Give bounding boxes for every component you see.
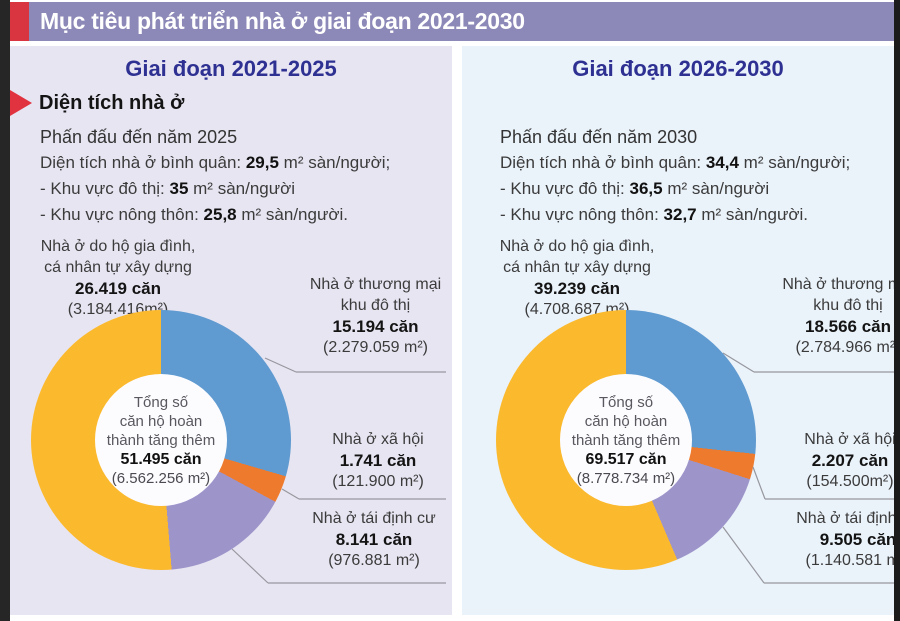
goal-line-post: m² sàn/người. [236,205,348,224]
goal-line-pre: - Khu vực nông thôn: [500,205,664,224]
goal-line-pre: - Khu vực đô thị: [40,179,170,198]
segment-area: (154.500m²) [806,473,894,490]
segment-units: 39.239 căn [533,279,620,298]
label-resettlement: Nhà ở tái định cư 9.505 căn (1.140.581 m… [762,508,894,571]
panel-2021-2025: Giai đoạn 2021-2025 Diện tích nhà ở Phấn… [10,46,452,615]
goal-line-post: m² sàn/người; [278,153,391,172]
label-social-housing: Nhà ở xã hội 1.741 căn (121.900 m²) [302,429,452,492]
label-commercial: Nhà ở thương mại khu đô thị 18.566 căn (… [762,274,894,358]
segment-label: Nhà ở do hộ gia đình, cá nhân tự xây dựn… [499,238,655,276]
goal-line-average: Diện tích nhà ở bình quân: 34,4 m² sàn/n… [500,150,850,176]
goal-line-rural: - Khu vực nông thôn: 25,8 m² sàn/người. [40,202,390,228]
segment-units: 2.207 căn [811,451,889,470]
goal-line-pre: - Khu vực nông thôn: [40,205,204,224]
goal-line-post: m² sàn/người; [738,153,851,172]
goal-line-value: 35 [169,179,189,198]
donut-chart-2026-2030: Tổng số căn hộ hoàn thành tăng thêm 69.5… [496,310,756,570]
segment-units: 26.419 căn [74,279,161,298]
label-family-built: Nhà ở do hộ gia đình, cá nhân tự xây dựn… [470,236,684,320]
label-commercial: Nhà ở thương mại khu đô thị 15.194 căn (… [293,274,452,358]
goal-line-value: 34,4 [705,153,739,172]
goal-line-value: 25,8 [203,205,237,224]
left-border-strip [0,0,10,621]
segment-area: (2.279.059 m²) [323,339,428,356]
segment-label: Nhà ở xã hội [804,431,894,448]
panel-2026-2030: Giai đoạn 2026-2030 Phấn đấu đến năm 203… [462,46,894,615]
goal-line-value: 36,5 [629,179,663,198]
goal-line-urban: - Khu vực đô thị: 35 m² sàn/người [40,176,390,202]
label-social-housing: Nhà ở xã hội 2.207 căn (154.500m²) [772,429,894,492]
donut-center-total: 51.495 căn [120,450,202,468]
goal-block: Phấn đấu đến năm 2025 Diện tích nhà ở bì… [40,124,390,228]
goal-line-value: 29,5 [245,153,279,172]
period-heading: Giai đoạn 2021-2025 [125,56,337,81]
goal-block: Phấn đấu đến năm 2030 Diện tích nhà ở bì… [500,124,850,228]
segment-units: 1.741 căn [339,451,417,470]
segment-label: Nhà ở do hộ gia đình, cá nhân tự xây dựn… [40,238,196,276]
goal-line-rural: - Khu vực nông thôn: 32,7 m² sàn/người. [500,202,850,228]
donut-center-title: Tổng số căn hộ hoàn thành tăng thêm [106,393,216,449]
period-heading: Giai đoạn 2026-2030 [572,56,784,81]
segment-units: 8.141 căn [335,530,413,549]
donut-center: Tổng số căn hộ hoàn thành tăng thêm 69.5… [560,374,692,506]
goal-line-urban: - Khu vực đô thị: 36,5 m² sàn/người [500,176,850,202]
goal-title: Phấn đấu đến năm 2030 [500,127,698,147]
donut-center-title: Tổng số căn hộ hoàn thành tăng thêm [571,393,681,449]
goal-line-post: m² sàn/người [662,179,770,198]
goal-line-pre: Diện tích nhà ở bình quân: [500,153,706,172]
goal-line-post: m² sàn/người [188,179,296,198]
segment-area: (976.881 m²) [328,552,420,569]
segment-area: (1.140.581 m²) [805,552,894,569]
segment-label: Nhà ở tái định cư [312,510,436,527]
segment-units: 15.194 căn [332,317,419,336]
segment-area: (2.784.966 m²) [795,339,894,356]
donut-center-area: (8.778.734 m²) [576,469,676,487]
goal-line-pre: Diện tích nhà ở bình quân: [40,153,246,172]
section-title-row: Diện tích nhà ở [10,90,184,116]
red-accent-square [10,2,29,41]
donut-chart-2021-2025: Tổng số căn hộ hoàn thành tăng thêm 51.4… [31,310,291,570]
title-bar: Mục tiêu phát triển nhà ở giai đoạn 2021… [10,2,894,41]
goal-line-post: m² sàn/người. [696,205,808,224]
segment-label: Nhà ở tái định cư [796,510,894,527]
segment-units: 9.505 căn [819,530,894,549]
label-family-built: Nhà ở do hộ gia đình, cá nhân tự xây dựn… [12,236,224,320]
donut-center-total: 69.517 căn [585,450,667,468]
segment-area: (121.900 m²) [332,473,424,490]
red-arrow-icon [10,90,32,116]
right-border-strip [894,0,900,621]
segment-units: 18.566 căn [804,317,891,336]
donut-center: Tổng số căn hộ hoàn thành tăng thêm 51.4… [95,374,227,506]
segment-label: Nhà ở thương mại khu đô thị [309,276,442,314]
goal-line-average: Diện tích nhà ở bình quân: 29,5 m² sàn/n… [40,150,390,176]
donut-center-area: (6.562.256 m²) [111,469,211,487]
segment-label: Nhà ở thương mại khu đô thị [782,276,894,314]
goal-line-value: 32,7 [663,205,697,224]
goal-title: Phấn đấu đến năm 2025 [40,127,238,147]
segment-label: Nhà ở xã hội [332,431,424,448]
section-title: Diện tích nhà ở [39,91,185,114]
page-title: Mục tiêu phát triển nhà ở giai đoạn 2021… [40,8,525,34]
goal-line-pre: - Khu vực đô thị: [500,179,630,198]
label-resettlement: Nhà ở tái định cư 8.141 căn (976.881 m²) [286,508,452,571]
